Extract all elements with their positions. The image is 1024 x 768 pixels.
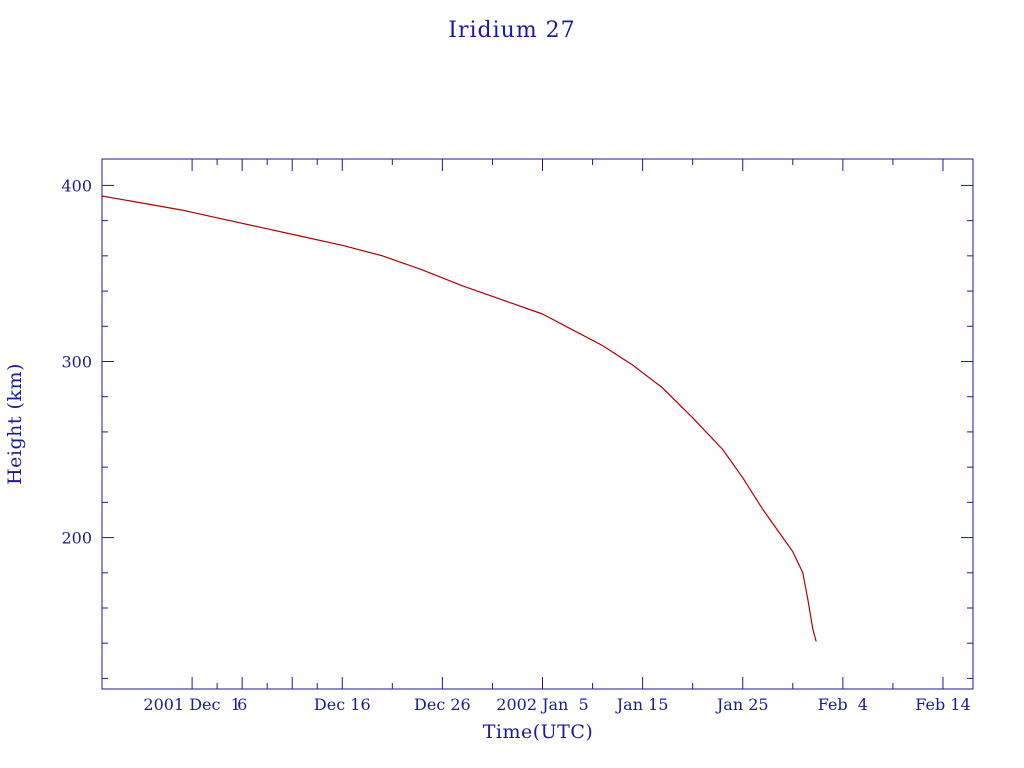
y-axis-label: Height (km): [4, 363, 26, 485]
y-tick-label: 400: [61, 176, 92, 195]
y-tick-label: 300: [61, 352, 92, 371]
chart-title: Iridium 27: [448, 18, 575, 43]
x-tick-label: 2001 Dec 1: [143, 695, 240, 714]
plot-frame: [101, 158, 974, 690]
x-tick-label: Dec 16: [314, 695, 371, 714]
x-tick-label: Jan 25: [715, 695, 769, 714]
x-axis-ticks: 2001 Dec 16 Dec 16 Dec 26 2002 Jan 5 Jan 15 J…: [143, 159, 971, 714]
y-tick-label: 200: [61, 529, 92, 548]
x-tick-label: 2002 Jan 5: [496, 695, 588, 714]
x-tick-label: Feb 14: [915, 695, 970, 714]
x-tick-label: Feb 4: [818, 695, 868, 714]
y-axis-ticks: 200 300 400: [61, 176, 973, 679]
x-tick-label: Jan 15: [615, 695, 669, 714]
x-axis-label: Time(UTC): [483, 721, 594, 743]
x-tick-label: 6: [237, 695, 247, 714]
x-tick-label: Dec 26: [414, 695, 471, 714]
height-series-line: [101, 195, 817, 642]
series-layer: [101, 195, 817, 642]
